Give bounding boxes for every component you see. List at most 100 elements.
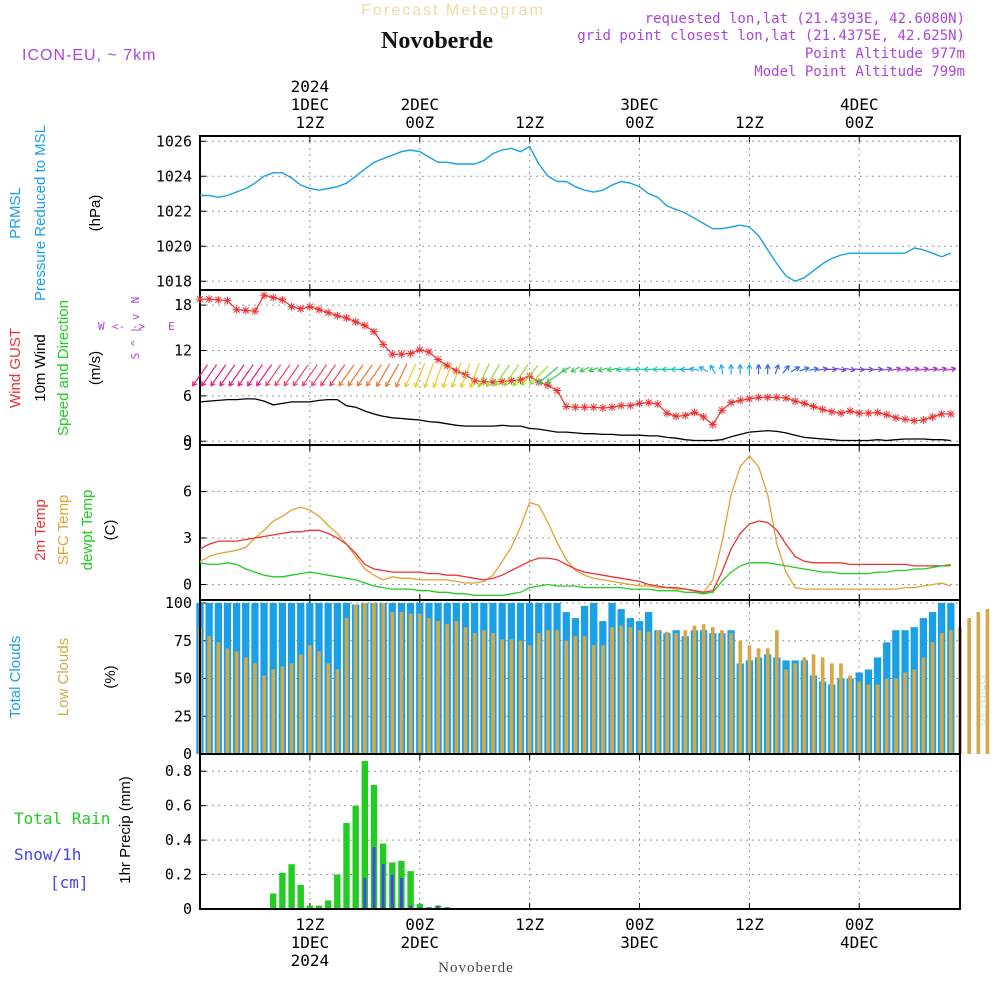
y-tick-label: 18 [174,296,192,314]
low-cloud-bar [949,630,953,754]
wind-direction-arrow [817,366,828,373]
wind-direction-arrow [927,366,938,373]
wind-direction-arrow [799,366,810,372]
gust-marker [324,308,333,317]
temp-unit-label: (C) [102,520,119,541]
low-cloud-bar [472,633,477,754]
y-tick-label: 100 [165,594,192,612]
gust-marker [736,396,745,405]
y-tick-label: 75 [174,632,192,650]
low-cloud-bar [518,640,523,754]
low-cloud-bar [363,603,367,754]
panel: 1018 1020 1022 1024 1026 [156,132,961,291]
low-cloud-bar [848,675,852,754]
wind-direction-arrow [485,363,501,388]
snow-bar [381,864,385,909]
low-cloud-bar [610,627,614,754]
gust-marker [672,412,681,421]
low-cloud-bar [674,633,678,754]
low-cloud-bar [573,636,578,754]
low-cloud-bar [692,625,697,754]
gust-marker [791,397,800,406]
wind-direction-arrow [201,364,218,387]
wind-direction-arrow [881,366,893,373]
wind-direction-arrow [283,364,300,387]
gust-marker [415,345,424,354]
low-cloud-bar [628,627,633,754]
wind-direction-arrow [579,366,590,373]
gust-marker [717,406,726,415]
snow-bar [390,874,394,909]
dewpoint-line [199,562,951,597]
clouds-unit-label: (%) [102,665,119,688]
gust-marker [617,401,626,410]
low-cloud-bar [683,630,688,754]
y-tick-label: 1024 [156,167,192,185]
wind-direction-arrow [670,366,682,373]
low-cloud-bar [793,663,797,754]
gust-marker [260,291,269,300]
gust-marker [205,295,214,304]
gust-marker [489,378,498,387]
wind-direction-arrow [909,366,920,373]
low-cloud-bar [765,648,770,754]
gust-marker [434,355,443,364]
snow-bar [436,905,440,909]
wind-direction-arrow [404,363,417,388]
low-cloud-bar [857,681,862,754]
snow-unit-label: [cm] [50,873,89,892]
wind-direction-arrow [689,366,700,373]
wind-direction-arrow [737,364,744,375]
panel: 0 6 12 18 [174,289,961,450]
low-cloud-bar [509,639,514,754]
wind-direction-arrow [512,364,529,387]
wind-direction-arrow [774,364,780,375]
low-cloud-bar [216,642,221,754]
low-cloud-bar [308,645,312,754]
gust-marker [763,393,772,402]
gust-marker [855,409,864,418]
wind-direction-arrow [899,366,911,373]
low-cloud-bar [894,678,898,754]
low-cloud-bar [921,657,926,754]
y-tick-label: 1026 [156,132,192,150]
low-cloud-bar [591,645,596,754]
gust-marker [818,405,827,414]
compass-we-arrows: <- -> [112,320,145,333]
panel: 0 25 50 75 100 [165,594,990,763]
gust-marker [598,403,607,412]
low-cloud-bar [482,630,486,754]
y-tick-label: 1022 [156,202,192,220]
gust-marker [315,305,324,314]
low-cloud-bar [875,684,880,754]
low-cloud-bar [601,645,605,754]
dewpt-label: dewpt Temp [79,490,96,571]
gust-marker [800,399,809,408]
gust-marker [910,416,919,425]
precip-unit-label: 1hr Precip (mm) [117,776,134,884]
wind-direction-arrow [432,362,444,389]
panel-frame [199,599,961,755]
compass-west-label: W [98,320,105,333]
wind-speed-direction-label: Speed and Direction [55,300,72,436]
bottom-time-tick-label: 12Z [735,915,764,934]
wind-direction-arrow [520,365,539,386]
model-altitude: Model Point Altitude 799m [754,64,965,80]
wind-direction-arrow [597,366,608,373]
panel-frame [199,135,961,291]
low-cloud-bar [564,640,569,754]
wind-direction-arrow [191,364,208,387]
low-cloud-bar [619,625,624,754]
bottom-time-tick-label: 4DEC [840,933,879,952]
wind-speed-line [199,398,951,442]
gust-marker [232,305,241,314]
rain-bar [297,884,304,909]
top-time-tick-label: 00Z [845,113,874,132]
gust-marker [296,304,305,313]
panel-frame [199,444,961,601]
gust-marker [333,311,342,320]
wind-direction-arrow [219,364,236,387]
top-time-tick-label: 12Z [735,113,764,132]
pressure-label-msl: Pressure Reduced to MSL [32,125,49,301]
gust-marker [196,295,204,304]
